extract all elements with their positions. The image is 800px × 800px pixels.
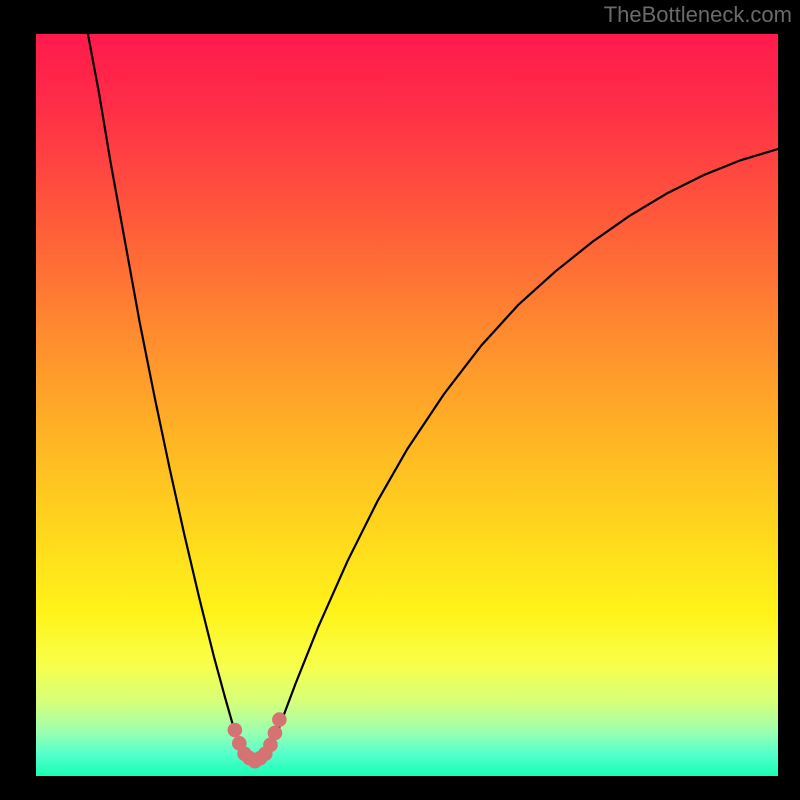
marker-dot bbox=[272, 712, 287, 727]
chart-stage: TheBottleneck.com bbox=[0, 0, 800, 800]
marker-dot bbox=[228, 723, 243, 738]
watermark-label: TheBottleneck.com bbox=[604, 2, 792, 28]
marker-dot bbox=[268, 726, 283, 741]
optimal-region-markers bbox=[228, 712, 287, 768]
plot-area bbox=[36, 34, 778, 776]
bottleneck-curve bbox=[88, 34, 778, 762]
bottleneck-curve-layer bbox=[36, 34, 778, 776]
